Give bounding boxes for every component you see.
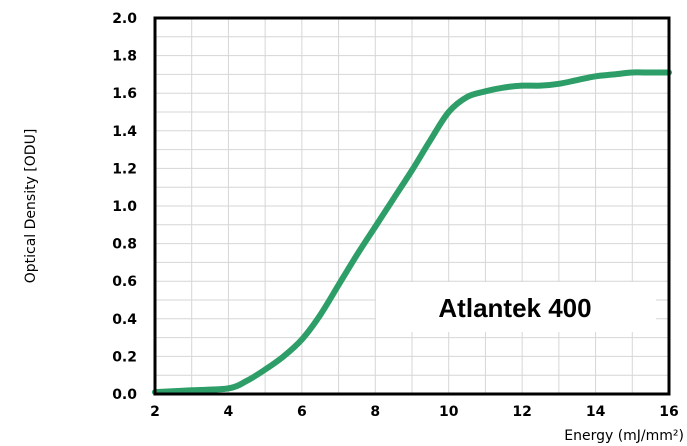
- y-tick-labels: 0.0 0.2 0.4 0.6 0.8 1.0 1.2 1.4 1.6 1.8 2.0: [112, 11, 137, 403]
- x-tick-label: 10: [439, 404, 459, 420]
- y-tick-label: 1.2: [112, 161, 137, 177]
- y-tick-label: 1.0: [112, 199, 137, 215]
- y-tick-label: 0.2: [112, 349, 137, 365]
- x-tick-label: 12: [512, 404, 531, 420]
- series-group: [152, 69, 672, 396]
- x-tick-label: 6: [297, 404, 307, 420]
- x-axis-label: Energy (mJ/mm²): [564, 428, 684, 444]
- x-tick-label: 2: [150, 404, 160, 420]
- y-axis-label: Optical Density [ODU]: [23, 129, 39, 284]
- chart-grid: [155, 18, 669, 394]
- plot-frame: [153, 16, 671, 396]
- y-tick-label: 1.4: [112, 124, 137, 140]
- y-tick-label: 0.8: [112, 237, 137, 253]
- x-tick-labels: 2 4 6 8 10 12 14 16: [150, 404, 679, 420]
- y-tick-label: 1.6: [112, 86, 137, 102]
- x-tick-label: 8: [370, 404, 380, 420]
- y-tick-label: 1.8: [112, 49, 137, 65]
- y-tick-label: 0.4: [112, 312, 137, 328]
- x-tick-label: 16: [659, 404, 678, 420]
- y-tick-label: 2.0: [112, 11, 137, 27]
- annotation-label: Atlantek 400: [438, 293, 591, 323]
- x-tick-label: 14: [586, 404, 606, 420]
- y-tick-label: 0.0: [112, 387, 137, 403]
- chart-annotation: Atlantek 400: [376, 282, 656, 332]
- x-tick-label: 4: [224, 404, 234, 420]
- annotation-background: [376, 282, 656, 332]
- series-line-0: [152, 69, 672, 396]
- y-tick-label: 0.6: [112, 274, 137, 290]
